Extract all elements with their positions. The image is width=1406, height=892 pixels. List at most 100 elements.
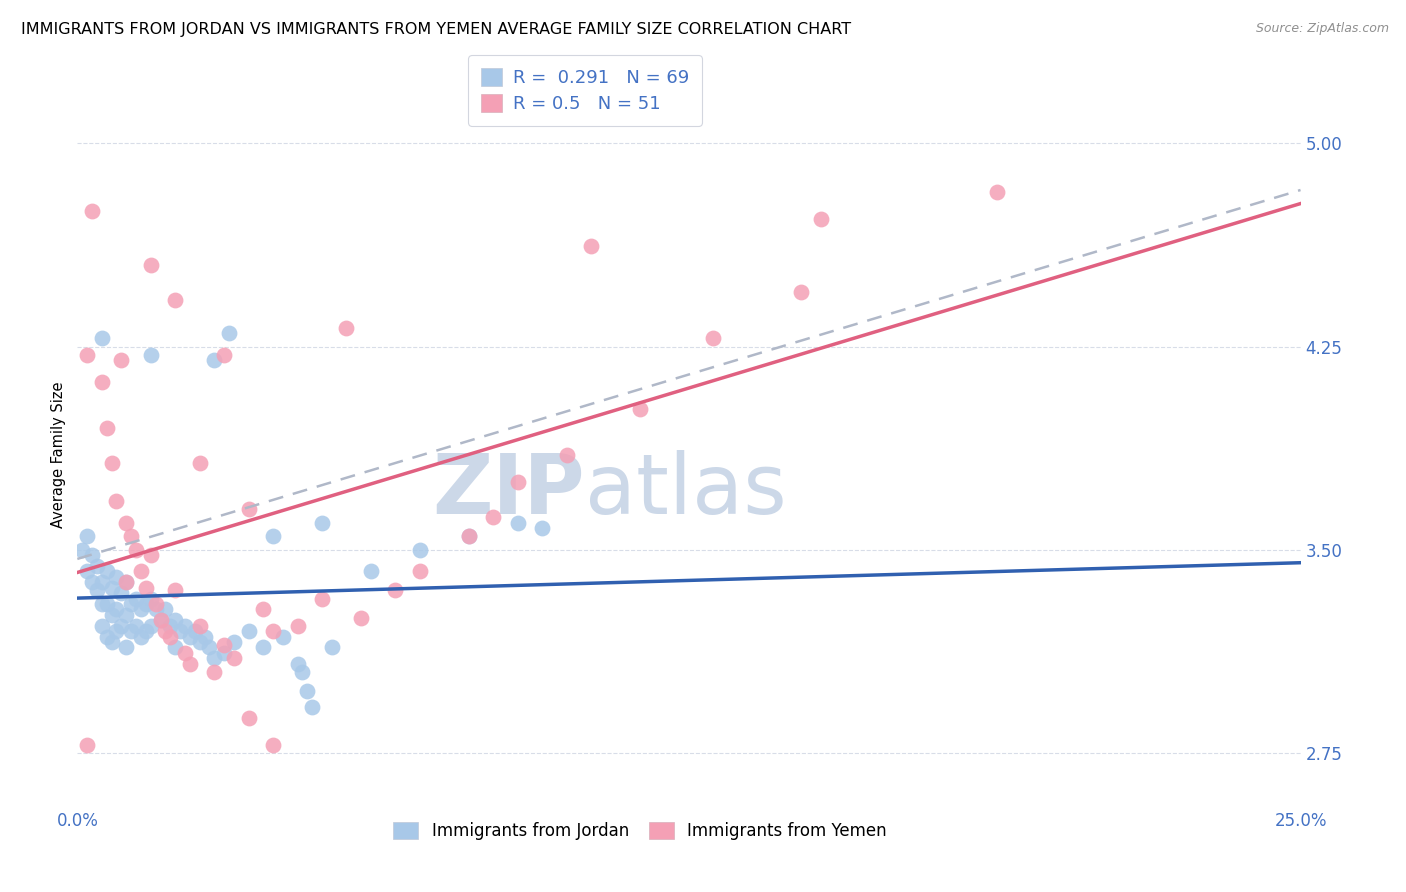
Point: [531, 521, 554, 535]
Point: [188, 635, 211, 649]
Point: [139, 258, 162, 272]
Point: [262, 624, 284, 639]
Point: [291, 665, 314, 679]
Point: [139, 618, 162, 632]
Point: [184, 624, 207, 639]
Point: [135, 597, 157, 611]
Point: [105, 602, 128, 616]
Point: [76, 738, 98, 752]
Point: [96, 630, 118, 644]
Point: [86, 583, 108, 598]
Point: [174, 646, 197, 660]
Point: [188, 618, 211, 632]
Point: [202, 353, 225, 368]
Point: [110, 353, 132, 368]
Point: [165, 613, 187, 627]
Text: IMMIGRANTS FROM JORDAN VS IMMIGRANTS FROM YEMEN AVERAGE FAMILY SIZE CORRELATION : IMMIGRANTS FROM JORDAN VS IMMIGRANTS FRO…: [21, 22, 851, 37]
Point: [159, 630, 181, 644]
Point: [165, 293, 187, 308]
Point: [360, 565, 382, 579]
Point: [165, 640, 187, 655]
Point: [96, 597, 118, 611]
Point: [165, 583, 187, 598]
Point: [212, 348, 235, 362]
Point: [149, 613, 172, 627]
Point: [110, 586, 132, 600]
Point: [384, 583, 406, 598]
Point: [86, 559, 108, 574]
Point: [238, 502, 260, 516]
Point: [100, 607, 122, 622]
Point: [321, 640, 343, 655]
Point: [238, 711, 260, 725]
Point: [96, 565, 118, 579]
Point: [76, 529, 98, 543]
Point: [188, 456, 211, 470]
Point: [198, 640, 221, 655]
Point: [145, 597, 167, 611]
Point: [139, 591, 162, 606]
Point: [120, 597, 142, 611]
Point: [115, 516, 138, 530]
Point: [115, 575, 138, 590]
Point: [174, 618, 197, 632]
Point: [212, 638, 235, 652]
Point: [297, 683, 319, 698]
Point: [105, 570, 128, 584]
Point: [76, 348, 98, 362]
Point: [115, 575, 138, 590]
Point: [222, 635, 245, 649]
Text: ZIP: ZIP: [433, 450, 585, 531]
Point: [120, 624, 142, 639]
Point: [252, 602, 274, 616]
Text: atlas: atlas: [585, 450, 787, 531]
Point: [409, 542, 432, 557]
Point: [335, 320, 357, 334]
Point: [90, 575, 112, 590]
Point: [212, 646, 235, 660]
Y-axis label: Average Family Size: Average Family Size: [51, 382, 66, 528]
Point: [80, 204, 103, 219]
Point: [90, 375, 112, 389]
Point: [135, 581, 157, 595]
Point: [129, 565, 152, 579]
Point: [115, 640, 138, 655]
Point: [482, 510, 505, 524]
Point: [135, 624, 157, 639]
Point: [90, 331, 112, 345]
Point: [311, 591, 333, 606]
Point: [628, 401, 651, 416]
Point: [262, 529, 284, 543]
Point: [90, 618, 112, 632]
Point: [350, 610, 373, 624]
Point: [262, 738, 284, 752]
Point: [579, 239, 602, 253]
Point: [125, 542, 148, 557]
Point: [129, 630, 152, 644]
Point: [80, 548, 103, 562]
Point: [810, 212, 832, 227]
Point: [105, 624, 128, 639]
Point: [70, 542, 93, 557]
Point: [80, 575, 103, 590]
Point: [301, 700, 323, 714]
Point: [222, 651, 245, 665]
Point: [110, 618, 132, 632]
Point: [155, 624, 177, 639]
Point: [139, 348, 162, 362]
Point: [271, 630, 294, 644]
Point: [159, 618, 181, 632]
Point: [96, 421, 118, 435]
Point: [193, 630, 215, 644]
Point: [76, 565, 98, 579]
Point: [202, 651, 225, 665]
Point: [149, 613, 172, 627]
Point: [169, 624, 191, 639]
Text: Source: ZipAtlas.com: Source: ZipAtlas.com: [1256, 22, 1389, 36]
Point: [125, 591, 148, 606]
Point: [145, 602, 167, 616]
Point: [179, 630, 201, 644]
Point: [125, 618, 148, 632]
Point: [115, 607, 138, 622]
Point: [287, 618, 309, 632]
